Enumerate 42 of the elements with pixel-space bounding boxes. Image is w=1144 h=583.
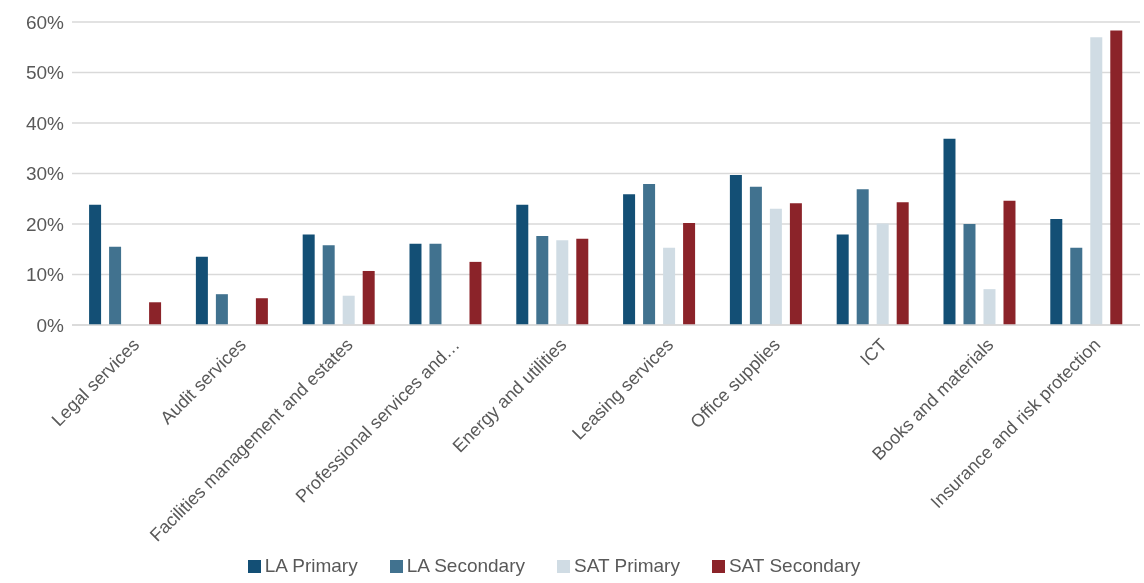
bar [429, 243, 442, 325]
bar [683, 222, 696, 325]
bar [109, 246, 122, 325]
bar [469, 261, 482, 325]
y-tick-label: 40% [25, 112, 65, 134]
y-tick-label: 20% [25, 213, 65, 235]
bar [516, 204, 529, 325]
bar [643, 184, 656, 325]
bar [362, 270, 375, 325]
bar [409, 243, 422, 325]
bar [789, 203, 802, 325]
bar [1003, 200, 1016, 325]
y-tick-label: 10% [25, 264, 65, 286]
bar [963, 224, 976, 325]
legend-label: LA Primary [264, 555, 358, 576]
bar [536, 236, 549, 325]
y-tick-label: 0% [36, 314, 65, 336]
y-tick-label: 50% [25, 62, 65, 84]
legend-label: LA Secondary [406, 555, 525, 576]
bar [322, 245, 335, 325]
bar [836, 234, 849, 325]
bar [1050, 218, 1063, 325]
bar [1110, 30, 1123, 325]
bar [749, 186, 762, 325]
legend-label: SAT Secondary [728, 555, 861, 576]
legend-label: SAT Primary [574, 555, 680, 576]
bar [89, 204, 102, 325]
y-tick-label: 60% [25, 11, 65, 33]
bar [1070, 247, 1083, 325]
bar [856, 189, 869, 325]
bar [215, 294, 228, 325]
bar [149, 302, 162, 325]
bar [623, 194, 636, 325]
bar [943, 138, 956, 325]
bar [576, 238, 589, 325]
bar [896, 202, 909, 325]
bar [729, 175, 742, 325]
bar [255, 298, 268, 325]
x-tick-label: ICT [856, 334, 891, 370]
bar [302, 234, 315, 325]
y-tick-label: 30% [25, 163, 65, 185]
bar [195, 256, 208, 325]
